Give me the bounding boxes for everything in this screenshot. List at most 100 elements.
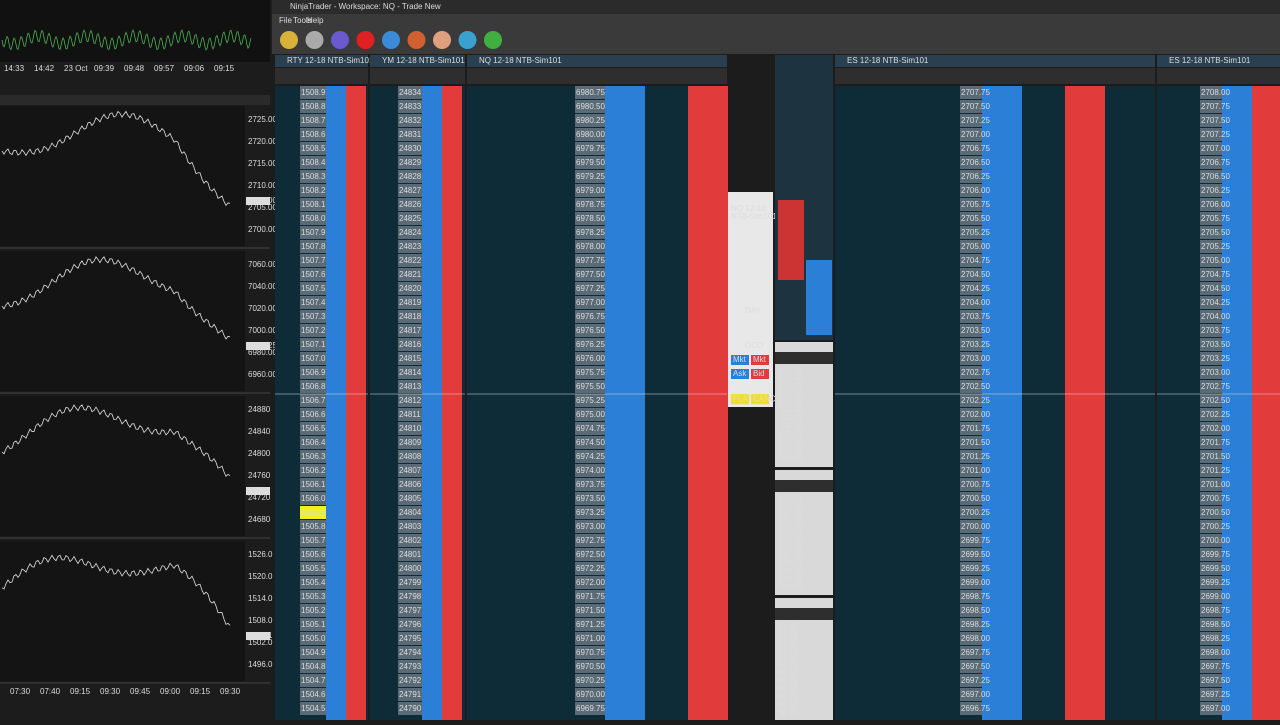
order-button-label[interactable]: Bid (753, 369, 765, 378)
ladder-title: ES 12-18 NTB-Sim101 (1169, 56, 1251, 65)
ladder-header (1157, 55, 1280, 67)
price-cell (398, 226, 422, 239)
mini-dom-ask (778, 200, 804, 280)
price-cell (960, 450, 982, 463)
menu-item[interactable]: File (279, 16, 292, 25)
price: 1507.3 (301, 312, 326, 321)
price: 2701.25 (961, 452, 990, 461)
price: 2702.25 (1201, 410, 1230, 419)
price: 1507.5 (301, 284, 326, 293)
toolbar-button[interactable] (458, 31, 477, 49)
oco: OCO (745, 341, 763, 350)
order-button[interactable] (731, 355, 749, 365)
price-cell (960, 142, 982, 155)
price-cell (575, 618, 605, 631)
order-button-label[interactable]: Ask (733, 369, 747, 378)
price-cell (575, 492, 605, 505)
order-button-label[interactable]: Mkt (753, 355, 767, 364)
price-cell (300, 310, 326, 323)
last-price: 1503.1 (248, 631, 273, 640)
toolbar-button[interactable] (484, 31, 502, 49)
price-cell (960, 688, 982, 701)
price: 2700.25 (961, 508, 990, 517)
price-cell (1200, 478, 1222, 491)
price-cell (575, 394, 605, 407)
toolbar-button[interactable] (407, 31, 426, 49)
price: 1504.9 (301, 648, 326, 657)
price: 1508.9 (301, 88, 326, 97)
price: 6972.75 (576, 536, 605, 545)
toolbar-button[interactable] (433, 31, 451, 49)
price: 6971.00 (576, 634, 605, 643)
price: 2705.50 (961, 214, 990, 223)
toolbar-button[interactable] (331, 31, 349, 49)
price-cell (960, 240, 982, 253)
toolbar-button[interactable] (382, 31, 400, 49)
toolbar-button[interactable] (305, 31, 324, 49)
price: 2699.25 (961, 564, 990, 573)
mini-dom-price: 697.75 (778, 509, 803, 518)
price-label: 1526.0 (248, 550, 273, 559)
price-cell (1200, 394, 1222, 407)
mini-dom-price: 697.25 (778, 541, 803, 550)
price: 24808 (399, 452, 422, 461)
mini-dom-price: 96.25 (778, 677, 799, 686)
price: 24821 (399, 270, 422, 279)
price-label: 2710.00 (248, 181, 277, 190)
price-cell (398, 618, 422, 631)
price: 24790 (399, 704, 422, 713)
menu-item[interactable]: Help (307, 16, 324, 25)
mini-dom-price: 97.50 (778, 637, 799, 646)
price: 6975.25 (576, 396, 605, 405)
price-cell (1200, 436, 1222, 449)
ask-column (442, 86, 462, 720)
price: 6971.75 (576, 592, 605, 601)
time-label: 09:45 (130, 687, 151, 696)
price-cell (1200, 240, 1222, 253)
price: 2697.50 (1201, 676, 1230, 685)
ask-column (1252, 86, 1280, 720)
toolbar-button[interactable] (280, 31, 298, 49)
mini-dom-price: 696.50 (778, 565, 803, 574)
price-cell (960, 520, 982, 533)
price: 1508.0 (301, 214, 326, 223)
price-cell (575, 212, 605, 225)
price-cell (300, 660, 326, 673)
price-cell (398, 450, 422, 463)
price: 24834 (399, 88, 422, 97)
price-label: 1520.0 (248, 572, 273, 581)
bid-column (422, 86, 442, 720)
order-button-label[interactable]: FLAT (733, 394, 752, 403)
order-button[interactable] (751, 369, 769, 379)
price-cell (960, 562, 982, 575)
mini-dom-toolbar (775, 480, 833, 492)
order-button-label[interactable]: CANC (753, 394, 776, 403)
price-label: 1502.0 (248, 638, 273, 647)
price: 1505.6 (301, 550, 326, 559)
price: 1506.9 (301, 368, 326, 377)
order-button[interactable] (751, 394, 769, 405)
price-label: 2720.00 (248, 137, 277, 146)
price-cell (300, 268, 326, 281)
mini-chart-line (1, 29, 252, 51)
price: 6970.75 (576, 648, 605, 657)
toolbar-button[interactable] (356, 31, 375, 49)
price-cell (1200, 254, 1222, 267)
price-cell (575, 380, 605, 393)
price: 2703.25 (961, 340, 990, 349)
price: 24812 (399, 396, 422, 405)
order-button[interactable] (731, 369, 749, 379)
order-button[interactable] (751, 355, 769, 365)
price: 2707.75 (961, 88, 990, 97)
price-cell (398, 296, 422, 309)
price-cell (398, 464, 422, 477)
mini-dom-price: 97.00 (778, 621, 799, 630)
menu-item[interactable]: Tools (293, 16, 312, 25)
price-chart (0, 541, 245, 681)
order-button[interactable] (731, 394, 749, 405)
price-cell (398, 436, 422, 449)
price-cell (575, 660, 605, 673)
price: 6974.00 (576, 466, 605, 475)
order-button-label[interactable]: Mkt (733, 355, 747, 364)
ladder-toolbar (1157, 68, 1280, 84)
